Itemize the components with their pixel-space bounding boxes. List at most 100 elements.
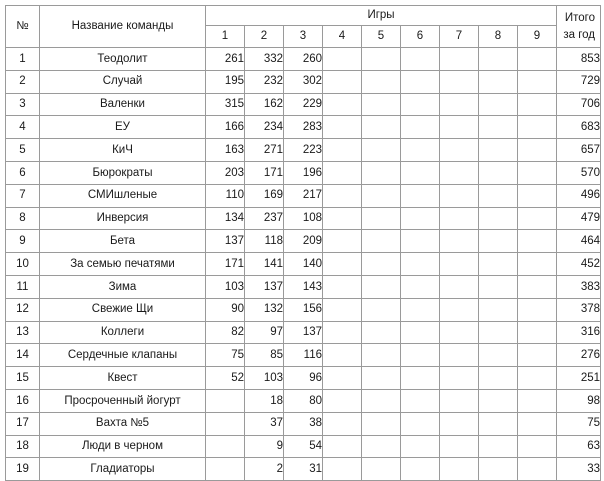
cell-game-6-score[interactable] xyxy=(400,69,440,94)
cell-game-4-score[interactable] xyxy=(322,183,362,208)
cell-rank[interactable]: 17 xyxy=(5,411,40,436)
cell-game-7-score[interactable] xyxy=(439,229,479,254)
cell-game-1-score[interactable] xyxy=(205,388,245,413)
header-game-3[interactable]: 3 xyxy=(283,25,323,48)
cell-game-9-score[interactable] xyxy=(517,92,557,117)
cell-total-year[interactable]: 251 xyxy=(556,366,601,390)
cell-game-5-score[interactable] xyxy=(361,183,401,208)
cell-game-9-score[interactable] xyxy=(517,115,557,140)
cell-game-7-score[interactable] xyxy=(439,297,479,322)
cell-game-9-score[interactable] xyxy=(517,229,557,254)
cell-team-name[interactable]: Теодолит xyxy=(39,47,206,71)
cell-total-year[interactable]: 464 xyxy=(556,229,601,254)
cell-game-1-score[interactable] xyxy=(205,434,245,459)
cell-game-4-score[interactable] xyxy=(322,320,362,345)
cell-game-1-score[interactable]: 52 xyxy=(205,366,245,390)
cell-game-3-score[interactable]: 260 xyxy=(283,47,323,71)
cell-game-7-score[interactable] xyxy=(439,160,479,185)
cell-game-5-score[interactable] xyxy=(361,320,401,345)
cell-rank[interactable]: 14 xyxy=(5,343,40,368)
cell-game-3-score[interactable]: 223 xyxy=(283,138,323,162)
cell-rank[interactable]: 18 xyxy=(5,434,40,459)
cell-game-3-score[interactable]: 143 xyxy=(283,274,323,299)
cell-game-6-score[interactable] xyxy=(400,320,440,345)
cell-game-9-score[interactable] xyxy=(517,183,557,208)
cell-total-year[interactable]: 98 xyxy=(556,388,601,413)
cell-game-3-score[interactable]: 31 xyxy=(283,457,323,481)
cell-game-6-score[interactable] xyxy=(400,47,440,71)
cell-game-6-score[interactable] xyxy=(400,229,440,254)
cell-total-year[interactable]: 276 xyxy=(556,343,601,368)
cell-game-4-score[interactable] xyxy=(322,138,362,162)
cell-team-name[interactable]: Квест xyxy=(39,366,206,390)
cell-game-8-score[interactable] xyxy=(478,411,518,436)
cell-game-3-score[interactable]: 302 xyxy=(283,69,323,94)
cell-game-7-score[interactable] xyxy=(439,138,479,162)
cell-game-9-score[interactable] xyxy=(517,206,557,231)
cell-rank[interactable]: 9 xyxy=(5,229,40,254)
cell-game-7-score[interactable] xyxy=(439,411,479,436)
cell-game-4-score[interactable] xyxy=(322,274,362,299)
cell-game-5-score[interactable] xyxy=(361,229,401,254)
cell-game-9-score[interactable] xyxy=(517,320,557,345)
cell-game-5-score[interactable] xyxy=(361,434,401,459)
cell-game-8-score[interactable] xyxy=(478,320,518,345)
cell-game-2-score[interactable]: 18 xyxy=(244,388,284,413)
cell-team-name[interactable]: Инверсия xyxy=(39,206,206,231)
cell-game-1-score[interactable]: 166 xyxy=(205,115,245,140)
cell-game-1-score[interactable]: 203 xyxy=(205,160,245,185)
cell-game-1-score[interactable]: 110 xyxy=(205,183,245,208)
cell-game-2-score[interactable]: 37 xyxy=(244,411,284,436)
header-game-7[interactable]: 7 xyxy=(439,25,479,48)
header-game-4[interactable]: 4 xyxy=(322,25,362,48)
cell-game-1-score[interactable]: 103 xyxy=(205,274,245,299)
cell-total-year[interactable]: 378 xyxy=(556,297,601,322)
cell-game-8-score[interactable] xyxy=(478,274,518,299)
cell-total-year[interactable]: 729 xyxy=(556,69,601,94)
cell-game-9-score[interactable] xyxy=(517,138,557,162)
cell-game-4-score[interactable] xyxy=(322,47,362,71)
cell-game-5-score[interactable] xyxy=(361,274,401,299)
cell-game-4-score[interactable] xyxy=(322,229,362,254)
cell-game-1-score[interactable]: 82 xyxy=(205,320,245,345)
cell-game-6-score[interactable] xyxy=(400,411,440,436)
cell-game-3-score[interactable]: 137 xyxy=(283,320,323,345)
header-game-8[interactable]: 8 xyxy=(478,25,518,48)
cell-game-7-score[interactable] xyxy=(439,366,479,390)
cell-total-year[interactable]: 706 xyxy=(556,92,601,117)
cell-game-2-score[interactable]: 171 xyxy=(244,160,284,185)
cell-game-5-score[interactable] xyxy=(361,366,401,390)
cell-team-name[interactable]: Сердечные клапаны xyxy=(39,343,206,368)
cell-game-8-score[interactable] xyxy=(478,183,518,208)
cell-game-3-score[interactable]: 217 xyxy=(283,183,323,208)
cell-game-9-score[interactable] xyxy=(517,160,557,185)
cell-game-7-score[interactable] xyxy=(439,388,479,413)
cell-rank[interactable]: 3 xyxy=(5,92,40,117)
header-team-name[interactable]: Название команды xyxy=(39,5,206,48)
cell-game-2-score[interactable]: 332 xyxy=(244,47,284,71)
cell-game-1-score[interactable]: 315 xyxy=(205,92,245,117)
cell-game-2-score[interactable]: 271 xyxy=(244,138,284,162)
cell-rank[interactable]: 2 xyxy=(5,69,40,94)
cell-game-8-score[interactable] xyxy=(478,366,518,390)
cell-game-7-score[interactable] xyxy=(439,457,479,481)
header-game-5[interactable]: 5 xyxy=(361,25,401,48)
cell-game-4-score[interactable] xyxy=(322,366,362,390)
cell-team-name[interactable]: Вахта №5 xyxy=(39,411,206,436)
cell-game-6-score[interactable] xyxy=(400,252,440,276)
cell-game-5-score[interactable] xyxy=(361,252,401,276)
cell-game-7-score[interactable] xyxy=(439,320,479,345)
cell-game-3-score[interactable]: 80 xyxy=(283,388,323,413)
cell-game-1-score[interactable] xyxy=(205,457,245,481)
cell-game-7-score[interactable] xyxy=(439,274,479,299)
cell-rank[interactable]: 16 xyxy=(5,388,40,413)
cell-game-5-score[interactable] xyxy=(361,160,401,185)
cell-game-8-score[interactable] xyxy=(478,457,518,481)
cell-game-1-score[interactable]: 163 xyxy=(205,138,245,162)
cell-rank[interactable]: 8 xyxy=(5,206,40,231)
cell-game-2-score[interactable]: 9 xyxy=(244,434,284,459)
cell-game-2-score[interactable]: 237 xyxy=(244,206,284,231)
cell-total-year[interactable]: 316 xyxy=(556,320,601,345)
cell-game-8-score[interactable] xyxy=(478,297,518,322)
cell-rank[interactable]: 11 xyxy=(5,274,40,299)
